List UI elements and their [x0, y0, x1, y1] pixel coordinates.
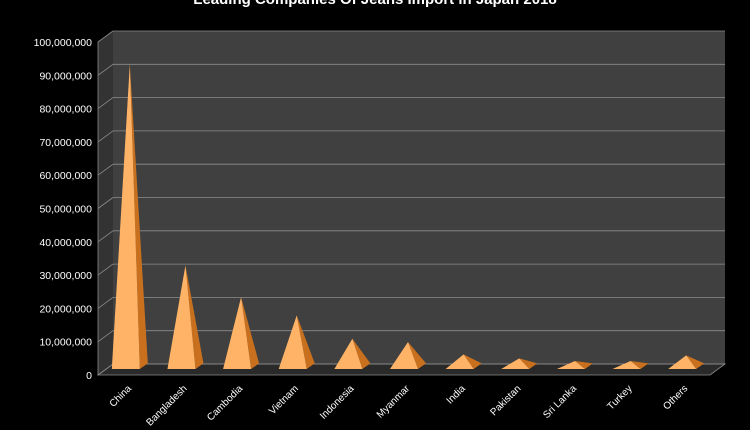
x-axis: China Bangladesh Cambodia Vietnam Indonesia M… [108, 383, 691, 429]
y-tick-label: 10,000,000 [39, 337, 92, 349]
gridlines [97, 30, 725, 376]
bar-turkey [612, 361, 649, 369]
x-tick-label: Pakistan [488, 383, 523, 418]
gridline-side [97, 63, 114, 76]
y-tick-label: 0 [86, 370, 92, 382]
bar-side-face [519, 358, 538, 369]
y-tick-label: 90,000,000 [39, 70, 92, 82]
bar-side-face [630, 361, 649, 369]
bar-front-face [223, 297, 252, 369]
bar-vietnam [278, 315, 315, 369]
bar-side-face [129, 63, 148, 369]
y-tick-label: 60,000,000 [39, 170, 92, 182]
bar-side-face [185, 265, 204, 369]
bar-sri-lanka [556, 361, 593, 369]
bar-side-face [241, 297, 260, 369]
gridline-side [97, 197, 114, 209]
x-tick-label: Cambodia [205, 383, 245, 423]
bar-pakistan [501, 358, 538, 369]
bar-side-face [352, 338, 371, 369]
bar-front-face [556, 361, 585, 369]
bar-side-face [408, 342, 426, 369]
y-tick-label: 100,000,000 [34, 37, 93, 49]
y-axis: 0 10,000,000 20,000,000 30,000,000 40,000,00… [34, 37, 93, 382]
bar-side-face [686, 355, 705, 369]
bar-china [111, 63, 148, 369]
x-tick-label: Turkey [606, 383, 635, 412]
y-tick-label: 30,000,000 [39, 270, 92, 282]
gridline-side [97, 97, 114, 109]
bar-myanmar [390, 342, 426, 369]
gridline-side [97, 297, 114, 309]
y-tick-label: 40,000,000 [39, 237, 92, 249]
bars [111, 63, 705, 369]
bar-front-face [390, 342, 418, 369]
chart-title: Leading Companies Of Jeans Import in Jap… [0, 0, 750, 8]
x-tick-label: Myanmar [375, 383, 413, 421]
bar-cambodia [223, 297, 260, 369]
x-tick-label: China [108, 383, 135, 410]
x-tick-label: Sri Lanka [541, 383, 579, 421]
bar-front-face [445, 354, 474, 369]
y-tick-label: 50,000,000 [39, 204, 92, 216]
bar-front-face [334, 338, 363, 369]
bar-front-face [668, 355, 697, 369]
gridline-side [97, 30, 114, 43]
bar-bangladesh [167, 265, 204, 369]
y-tick-label: 20,000,000 [39, 303, 92, 315]
bar-side-face [296, 315, 315, 369]
x-tick-label: Indonesia [318, 383, 357, 422]
x-tick-label: Bangladesh [144, 383, 189, 428]
gridline-side [97, 130, 114, 143]
gridline-side [97, 263, 114, 276]
bar-front-face [167, 265, 196, 369]
bar-indonesia [334, 338, 371, 369]
y-tick-label: 80,000,000 [39, 104, 92, 116]
gridline-side [97, 230, 114, 243]
x-tick-label: Vietnam [267, 383, 301, 417]
bar-front-face [501, 358, 530, 369]
x-tick-label: India [445, 383, 468, 406]
bar-side-face [574, 361, 593, 369]
bar-front-face [111, 63, 140, 369]
y-tick-label: 70,000,000 [39, 137, 92, 149]
gridline-side [97, 163, 114, 176]
gridline-side [97, 363, 114, 376]
bar-side-face [463, 354, 482, 369]
bar-others [668, 355, 705, 369]
gridline-side [97, 330, 114, 343]
bar-front-face [612, 361, 641, 369]
bar-india [445, 354, 482, 369]
bar-front-face [278, 315, 307, 369]
x-tick-label: Others [661, 383, 690, 412]
